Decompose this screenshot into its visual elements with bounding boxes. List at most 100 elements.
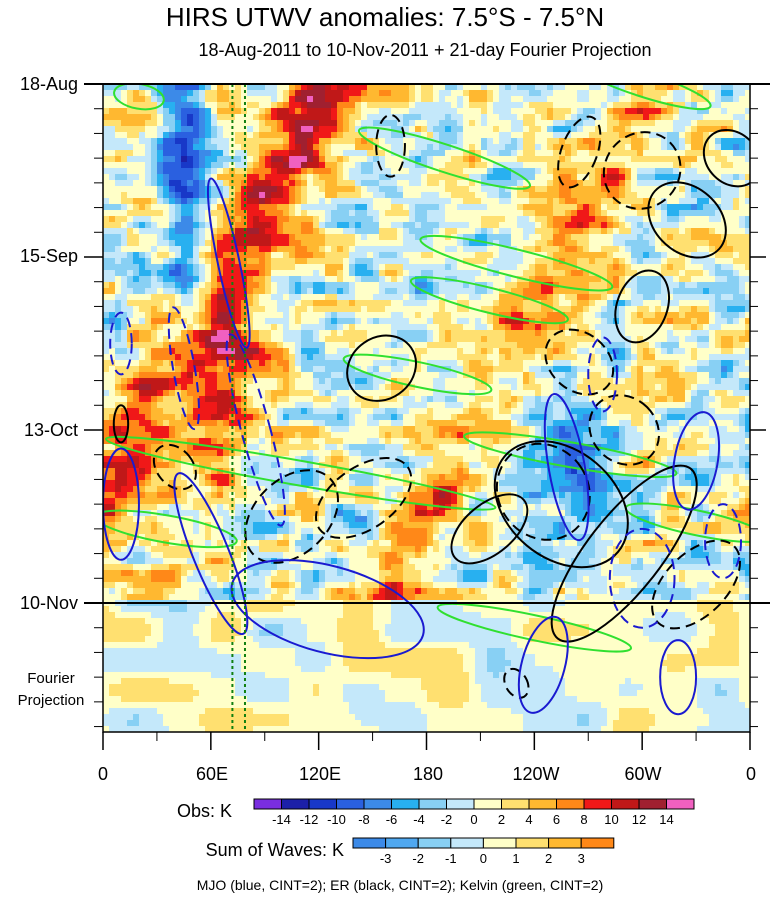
field-cell — [265, 198, 271, 204]
field-cell — [361, 354, 367, 360]
field-cell — [301, 306, 307, 312]
field-cell — [337, 330, 343, 336]
field-cell — [505, 96, 511, 102]
field-cell — [115, 354, 121, 360]
field-cell — [499, 300, 505, 306]
field-cell — [355, 258, 361, 264]
field-cell — [409, 204, 415, 210]
field-cell — [445, 132, 451, 138]
field-cell — [373, 132, 379, 138]
field-cell — [715, 186, 721, 192]
field-cell — [505, 282, 511, 288]
field-cell — [745, 150, 750, 156]
field-cell — [337, 186, 343, 192]
field-cell — [487, 354, 493, 360]
field-cell — [331, 342, 337, 348]
field-cell — [157, 264, 163, 270]
field-cell — [529, 174, 535, 180]
field-cell — [169, 282, 175, 288]
field-cell — [175, 126, 181, 132]
field-cell — [601, 216, 607, 222]
field-cell — [385, 198, 391, 204]
field-cell — [523, 138, 529, 144]
field-cell — [553, 324, 559, 330]
field-cell — [715, 270, 721, 276]
field-cell — [439, 132, 445, 138]
field-cell — [397, 138, 403, 144]
field-cell — [289, 102, 295, 108]
field-cell — [265, 276, 271, 282]
field-cell — [625, 228, 631, 234]
field-cell — [253, 264, 259, 270]
field-cell — [361, 156, 367, 162]
field-cell — [127, 156, 133, 162]
field-cell — [151, 228, 157, 234]
field-cell — [295, 162, 301, 168]
field-cell — [703, 234, 709, 240]
field-cell — [589, 318, 595, 324]
field-cell — [421, 180, 427, 186]
field-cell — [595, 162, 601, 168]
field-cell — [547, 288, 553, 294]
field-cell — [103, 120, 109, 126]
field-cell — [673, 306, 679, 312]
field-cell — [463, 162, 469, 168]
field-cell — [223, 102, 229, 108]
field-cell — [727, 270, 733, 276]
field-cell — [553, 270, 559, 276]
field-cell — [133, 258, 139, 264]
field-cell — [193, 210, 199, 216]
field-cell — [643, 204, 649, 210]
field-cell — [271, 258, 277, 264]
field-cell — [721, 336, 727, 342]
field-cell — [109, 144, 115, 150]
field-cell — [169, 234, 175, 240]
field-cell — [637, 288, 643, 294]
field-cell — [745, 204, 750, 210]
field-cell — [655, 336, 661, 342]
field-cell — [361, 114, 367, 120]
field-cell — [331, 324, 337, 330]
field-cell — [721, 168, 727, 174]
field-cell — [523, 162, 529, 168]
field-cell — [343, 258, 349, 264]
field-cell — [697, 270, 703, 276]
x-tick-label: 120W — [512, 764, 560, 784]
field-cell — [685, 264, 691, 270]
field-cell — [481, 282, 487, 288]
field-cell — [727, 300, 733, 306]
field-cell — [661, 300, 667, 306]
field-cell — [217, 144, 223, 150]
field-cell — [451, 156, 457, 162]
field-cell — [337, 198, 343, 204]
field-cell — [205, 228, 211, 234]
field-cell — [253, 102, 259, 108]
field-cell — [571, 138, 577, 144]
field-cell — [649, 294, 655, 300]
field-cell — [283, 276, 289, 282]
field-cell — [655, 216, 661, 222]
field-cell — [103, 300, 109, 306]
field-cell — [451, 84, 457, 90]
field-cell — [301, 348, 307, 354]
field-cell — [127, 138, 133, 144]
field-cell — [463, 294, 469, 300]
field-cell — [601, 132, 607, 138]
field-cell — [373, 174, 379, 180]
field-cell — [661, 174, 667, 180]
legend-note: MJO (blue, CINT=2); ER (black, CINT=2); … — [196, 877, 604, 893]
field-cell — [211, 192, 217, 198]
field-cell — [505, 126, 511, 132]
field-cell — [145, 258, 151, 264]
field-cell — [133, 186, 139, 192]
field-cell — [397, 162, 403, 168]
field-cell — [439, 114, 445, 120]
field-cell — [481, 300, 487, 306]
field-cell — [427, 150, 433, 156]
field-cell — [571, 150, 577, 156]
field-cell — [595, 294, 601, 300]
field-cell — [691, 276, 697, 282]
field-cell — [661, 138, 667, 144]
field-cell — [547, 162, 553, 168]
field-cell — [499, 222, 505, 228]
